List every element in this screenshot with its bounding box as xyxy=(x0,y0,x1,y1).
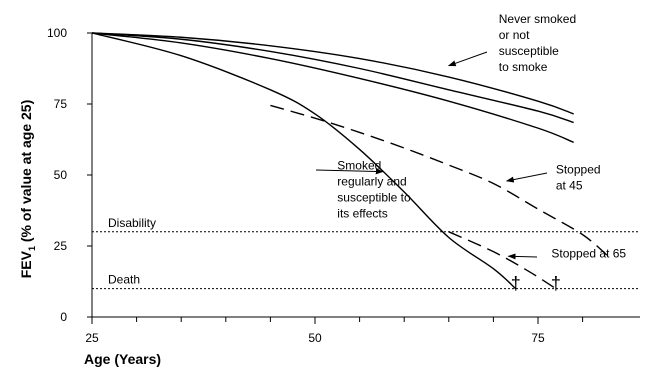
annotation-line: its effects xyxy=(337,206,387,220)
annotation-arrow xyxy=(507,253,538,260)
annotation-line: to smoke xyxy=(499,60,548,74)
x-tick-label: 25 xyxy=(85,331,99,345)
annotation-line: regularly and xyxy=(337,174,406,188)
axes: 0 25 50 75 100 25 50 75 xyxy=(47,26,640,345)
y-tick-label: 50 xyxy=(54,168,68,182)
annotation-line: or not xyxy=(499,28,530,42)
reference-lines: Disability Death xyxy=(92,216,640,290)
y-tick-label: 25 xyxy=(54,239,68,253)
annotation-line: susceptible to xyxy=(337,190,411,204)
series-lines xyxy=(91,32,610,290)
annotation-line: Stopped at 65 xyxy=(551,246,626,260)
y-tick-label: 75 xyxy=(54,97,68,111)
series-line xyxy=(91,32,574,124)
series-line xyxy=(91,32,574,115)
y-axis-title-rest: (% of value at age 25) xyxy=(18,100,34,246)
annotation-line: Smoked xyxy=(337,158,381,172)
annotation-arrow xyxy=(505,172,548,183)
y-axis-title: FEV1 (% of value at age 25) xyxy=(18,100,37,279)
annotation-text: Never smoked or not susceptible to smoke xyxy=(499,12,576,74)
annotation-text: Stopped at 65 xyxy=(551,246,626,260)
x-axis-title: Age (Years) xyxy=(84,351,161,367)
death-marker-dagger: † xyxy=(551,274,561,294)
annotation-line: at 45 xyxy=(556,179,583,193)
annotation-arrow xyxy=(447,51,488,67)
annotation-line: Never smoked xyxy=(499,12,576,26)
annotation-text: Smoked regularly and susceptible to its eff… xyxy=(337,158,411,220)
annotations: Never smoked or not susceptible to smoke Smo… xyxy=(315,12,626,260)
reference-line-label: Death xyxy=(108,273,140,287)
series-line xyxy=(91,32,574,143)
reference-line-label: Disability xyxy=(108,216,156,230)
x-tick-label: 75 xyxy=(531,331,545,345)
annotation-text: Stopped at 45 xyxy=(556,163,601,193)
y-axis-title-main: FEV xyxy=(18,250,34,278)
death-markers: † † xyxy=(511,274,561,294)
series-line-dashed xyxy=(270,104,610,258)
y-tick-label: 100 xyxy=(47,26,67,40)
y-tick-label: 0 xyxy=(60,310,67,324)
series-line-dashed xyxy=(448,231,557,290)
series-line xyxy=(91,32,517,290)
death-marker-dagger: † xyxy=(511,274,521,294)
y-axis-title-subscript: 1 xyxy=(27,246,37,251)
annotation-line: Stopped xyxy=(556,163,601,177)
annotation-line: susceptible xyxy=(499,44,559,58)
annotation-arrow xyxy=(315,168,384,175)
x-tick-label: 50 xyxy=(308,331,322,345)
